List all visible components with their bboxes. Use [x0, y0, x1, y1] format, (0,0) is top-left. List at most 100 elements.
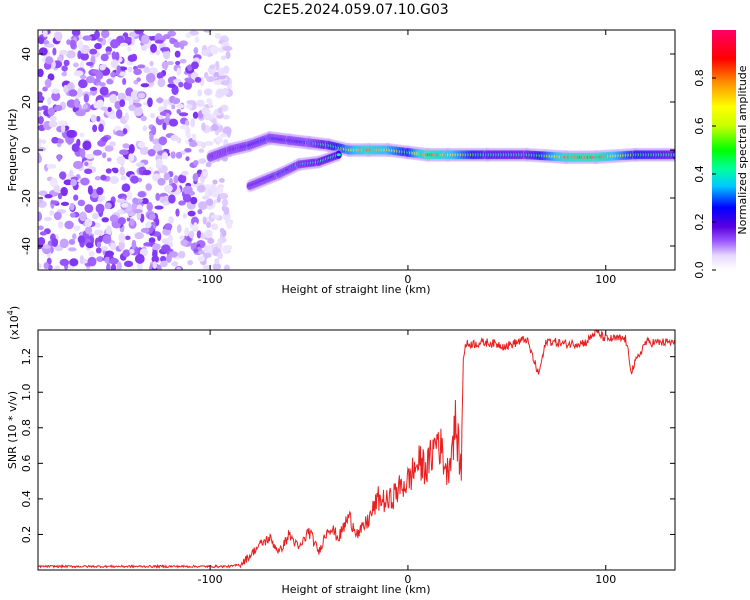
- heatmap-noise-cell: [106, 225, 112, 236]
- heatmap-noise-cell: [130, 90, 140, 100]
- heatmap-noise-cell: [137, 191, 146, 198]
- heatmap-noise-cell: [134, 30, 144, 35]
- heatmap-noise-cell: [140, 115, 147, 122]
- heatmap-noise-cell: [140, 83, 150, 88]
- colorbar: 0.0 0.2 0.4 0.6 0.8 Normalized spectral ampl…: [693, 30, 749, 279]
- heatmap-noise-cell: [201, 49, 210, 57]
- snr-y-axis-label: SNR (10 * v/v): [6, 391, 19, 469]
- heatmap-noise-cell: [57, 192, 63, 200]
- heatmap-noise-cell: [142, 169, 152, 176]
- y-tick-label: 1.2: [20, 348, 33, 366]
- heatmap-noise-cell: [159, 47, 170, 52]
- heatmap-noise-cell: [105, 51, 112, 56]
- heatmap-noise-cell: [92, 124, 98, 133]
- heatmap-noise-cell: [193, 222, 198, 231]
- heatmap-noise-cell: [52, 47, 57, 56]
- heatmap-noise-cell: [148, 237, 156, 244]
- heatmap-noise-cell: [204, 187, 209, 198]
- heatmap-noise-cell: [220, 55, 227, 61]
- heatmap-noise-cell: [149, 60, 154, 67]
- heatmap-noise-cell: [96, 241, 102, 248]
- heatmap-noise-cell: [167, 61, 174, 66]
- heatmap-noise-cell: [136, 262, 143, 270]
- heatmap-noise-cell: [88, 250, 95, 257]
- heatmap-noise-cell: [159, 111, 168, 116]
- heatmap-noise-cell: [202, 264, 211, 270]
- heatmap-noise-cell: [171, 97, 181, 105]
- heatmap-noise-cell: [192, 111, 199, 119]
- heatmap-noise-cell: [185, 103, 193, 110]
- heatmap-noise-cell: [182, 213, 188, 219]
- heatmap-noise-cell: [121, 202, 129, 208]
- heatmap-noise-cell: [222, 45, 233, 52]
- heatmap-noise-cell: [87, 185, 93, 195]
- heatmap-noise-cell: [95, 71, 104, 80]
- heatmap-noise-cell: [84, 168, 93, 175]
- colorbar-gradient: [712, 30, 736, 270]
- heatmap-noise-cell: [182, 193, 192, 203]
- heatmap-noise-cell: [167, 83, 176, 88]
- x-tick-label: 100: [595, 273, 616, 286]
- heatmap-noise-cell: [73, 70, 84, 77]
- heatmap-noise-cell: [45, 43, 55, 48]
- heatmap-noise-cell: [84, 154, 95, 159]
- heatmap-noise-cell: [43, 40, 50, 45]
- spectrogram-panel: -100 0 100 -40 -20 0 20 40 Height of straight l…: [6, 29, 676, 296]
- heatmap-noise-cell: [168, 251, 179, 258]
- heatmap-noise-cell: [97, 197, 103, 203]
- heatmap-noise-cell: [174, 50, 181, 58]
- heatmap-noise-cell: [211, 223, 219, 231]
- heatmap-noise-cell: [109, 257, 119, 265]
- heatmap-noise-cell: [75, 110, 86, 117]
- heatmap-noise-cell: [173, 175, 179, 184]
- heatmap-noise-cell: [110, 59, 119, 69]
- x-tick-label: -100: [198, 273, 223, 286]
- heatmap-noise-cell: [126, 190, 133, 201]
- heatmap-noise-cell: [78, 79, 88, 89]
- heatmap-noise-cell: [135, 162, 145, 168]
- heatmap-noise-cell: [184, 120, 190, 127]
- heatmap-noise-cell: [214, 258, 220, 265]
- heatmap-noise-cell: [156, 72, 164, 79]
- heatmap-noise-cell: [68, 89, 78, 97]
- heatmap-noise-cell: [206, 76, 215, 83]
- heatmap-noise-cell: [175, 151, 183, 159]
- heatmap-noise-cell: [156, 264, 162, 270]
- heatmap-noise-cell: [162, 49, 171, 60]
- heatmap-noise-cell: [41, 244, 51, 249]
- heatmap-noise-cell: [116, 155, 126, 165]
- heatmap-noise-cell: [84, 218, 93, 228]
- heatmap-noise-cell: [168, 177, 173, 185]
- heatmap-noise-cell: [58, 120, 69, 127]
- heatmap-noise-cell: [201, 195, 210, 200]
- colorbar-tick-label: 0.0: [693, 261, 706, 279]
- heatmap-noise-cell: [115, 108, 123, 119]
- heatmap-noise-cell: [134, 232, 144, 240]
- heatmap-noise-cell: [180, 42, 185, 50]
- heatmap-noise-cell: [162, 34, 171, 40]
- heatmap-noise-cell: [154, 205, 164, 210]
- heatmap-noise-cell: [167, 234, 174, 243]
- heatmap-noise-cell: [225, 51, 231, 60]
- heatmap-noise-cell: [219, 192, 229, 200]
- heatmap-noise-cell: [125, 95, 131, 101]
- heatmap-noise-cell: [66, 129, 76, 138]
- heatmap-noise-cell: [106, 78, 114, 85]
- heatmap-noise-cell: [124, 235, 131, 241]
- heatmap-noise-cell: [179, 124, 189, 130]
- heatmap-noise-cell: [127, 54, 136, 62]
- scale-prefix: (x10: [8, 315, 21, 340]
- heatmap-noise-cell: [217, 240, 223, 249]
- heatmap-noise-cell: [203, 245, 209, 254]
- heatmap-noise-cell: [47, 73, 55, 81]
- heatmap-noise-cell: [184, 147, 192, 153]
- heatmap-noise-cell: [212, 262, 222, 270]
- heatmap-noise-cell: [219, 88, 230, 95]
- heatmap-noise-cell: [116, 65, 121, 75]
- heatmap-noise-cell: [162, 122, 167, 131]
- heatmap-noise-cell: [38, 138, 44, 144]
- heatmap-noise-cell: [222, 114, 230, 120]
- heatmap-noise-cell: [155, 218, 160, 226]
- heatmap-noise-cell: [221, 205, 227, 212]
